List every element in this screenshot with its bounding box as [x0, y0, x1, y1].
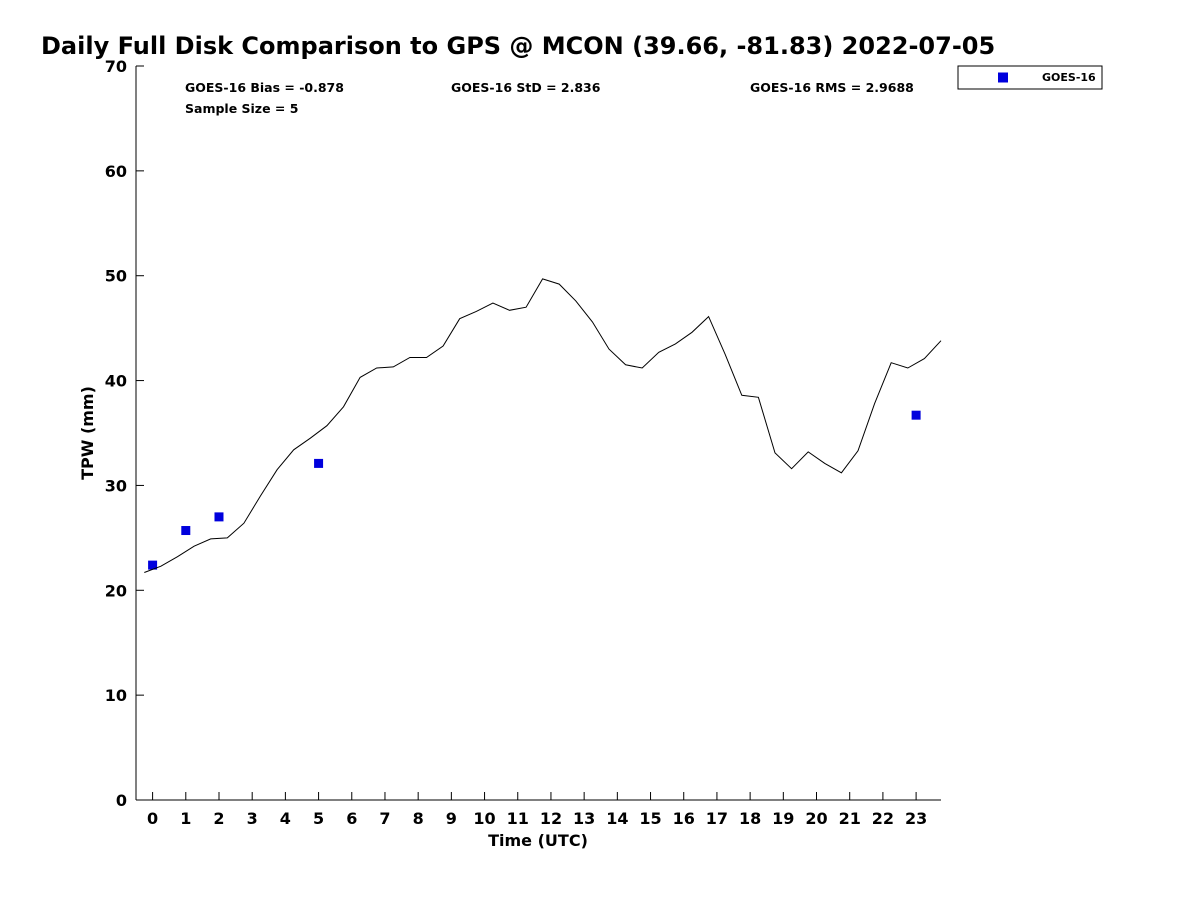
x-tick-label: 5 — [313, 809, 324, 828]
x-tick-label: 2 — [213, 809, 224, 828]
y-axis-label: TPW (mm) — [78, 386, 97, 480]
plot-area — [135, 66, 942, 801]
goes16-point — [911, 410, 921, 420]
y-tick-label: 20 — [105, 581, 127, 600]
x-axis-ticks: 0 1 2 3 4 5 6 7 8 9 10 11 12 13 14 15 16 17 18 19 20 21 22 23 — [147, 792, 927, 828]
y-tick-label: 10 — [105, 686, 127, 705]
x-tick-label: 16 — [673, 809, 695, 828]
y-axis-ticks: 0 10 20 30 40 50 60 70 — [105, 57, 144, 810]
x-tick-label: 19 — [772, 809, 794, 828]
y-tick-label: 70 — [105, 57, 127, 76]
legend-marker — [998, 72, 1008, 83]
y-tick-label: 40 — [105, 372, 127, 391]
x-tick-label: 10 — [473, 809, 495, 828]
x-tick-label: 22 — [872, 809, 894, 828]
std-stat: GOES-16 StD = 2.836 — [451, 80, 601, 95]
legend-box — [957, 65, 1103, 90]
x-tick-label: 6 — [346, 809, 357, 828]
x-tick-label: 9 — [446, 809, 457, 828]
y-tick-label: 50 — [105, 267, 127, 286]
y-tick-label: 0 — [116, 791, 127, 810]
goes16-point — [181, 526, 191, 536]
gps-line — [144, 278, 942, 573]
x-tick-label: 12 — [540, 809, 562, 828]
goes16-point — [214, 512, 224, 522]
x-tick-label: 7 — [379, 809, 390, 828]
x-tick-label: 23 — [905, 809, 927, 828]
rms-stat: GOES-16 RMS = 2.9688 — [750, 80, 914, 95]
sample-size-stat: Sample Size = 5 — [185, 101, 298, 116]
x-tick-label: 21 — [839, 809, 861, 828]
x-axis-label: Time (UTC) — [488, 831, 588, 850]
legend: GOES-16 — [957, 65, 1103, 90]
chart-title: Daily Full Disk Comparison to GPS @ MCON… — [41, 32, 995, 60]
goes16-point — [148, 560, 158, 570]
x-tick-label: 14 — [606, 809, 628, 828]
x-tick-label: 8 — [413, 809, 424, 828]
y-tick-label: 30 — [105, 476, 127, 495]
x-tick-label: 20 — [805, 809, 827, 828]
bias-stat: GOES-16 Bias = -0.878 — [185, 80, 344, 95]
x-tick-label: 11 — [507, 809, 529, 828]
goes16-point — [314, 458, 324, 468]
x-tick-label: 1 — [180, 809, 191, 828]
x-tick-label: 13 — [573, 809, 595, 828]
x-tick-label: 17 — [706, 809, 728, 828]
y-tick-label: 60 — [105, 162, 127, 181]
legend-label: GOES-16 — [1042, 71, 1096, 84]
x-tick-label: 15 — [639, 809, 661, 828]
x-tick-label: 18 — [739, 809, 761, 828]
x-tick-label: 0 — [147, 809, 158, 828]
x-tick-label: 3 — [247, 809, 258, 828]
x-tick-label: 4 — [280, 809, 291, 828]
